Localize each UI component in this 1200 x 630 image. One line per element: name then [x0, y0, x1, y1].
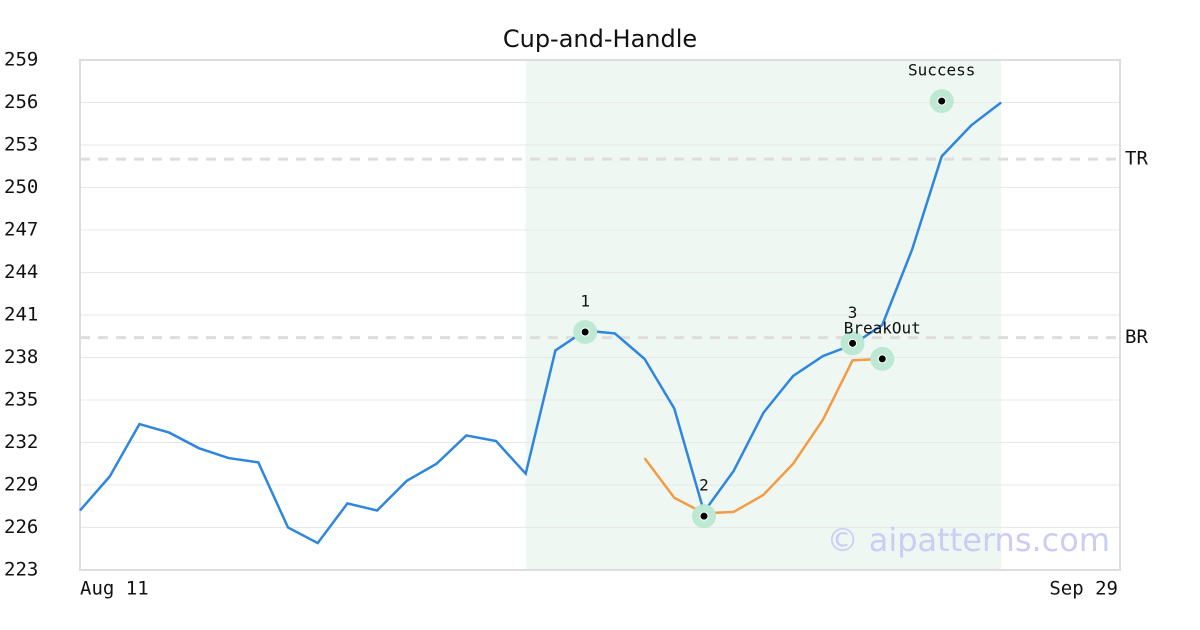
point-label: Success	[908, 61, 975, 80]
point-marker	[848, 338, 858, 348]
y-tick-label: 241	[4, 304, 38, 326]
y-tick-label: 244	[4, 261, 38, 283]
point-label: 2	[699, 476, 709, 495]
point-label: 1	[580, 292, 590, 311]
y-tick-label: 259	[4, 49, 38, 71]
y-tick-label: 235	[4, 389, 38, 411]
chart-title: Cup-and-Handle	[503, 25, 697, 53]
point-marker	[580, 327, 590, 337]
x-tick-label: Sep 29	[1049, 578, 1118, 600]
point-label: 3	[848, 303, 858, 322]
watermark: © aipatterns.com	[827, 521, 1110, 559]
y-tick-label: 229	[4, 474, 38, 496]
y-tick-label: 226	[4, 516, 38, 538]
point-marker	[877, 354, 887, 364]
x-tick-label: Aug 11	[80, 578, 149, 600]
y-tick-label: 223	[4, 559, 38, 581]
point-label: BreakOut	[844, 318, 921, 337]
y-tick-label: 232	[4, 431, 38, 453]
y-tick-label: 247	[4, 219, 38, 241]
plot-frame	[79, 59, 1121, 571]
price-line	[643, 357, 883, 515]
y-tick-label: 250	[4, 176, 38, 198]
reference-label: BR	[1125, 326, 1148, 348]
point-marker	[937, 96, 947, 106]
y-tick-label: 238	[4, 346, 38, 368]
reference-label: TR	[1125, 148, 1148, 170]
y-tick-label: 253	[4, 134, 38, 156]
y-tick-label: 256	[4, 91, 38, 113]
point-marker	[699, 511, 709, 521]
